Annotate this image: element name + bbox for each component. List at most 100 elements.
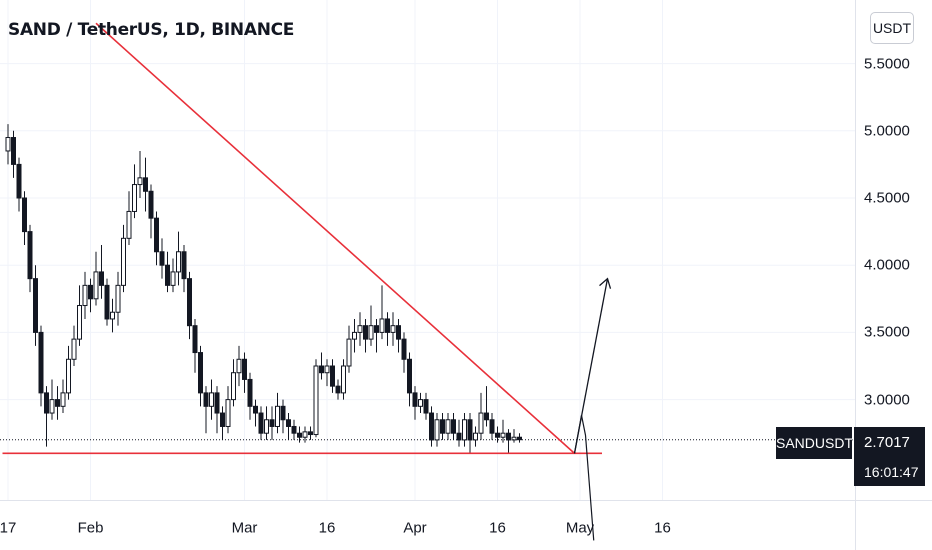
- symbol-badge: SANDUSDT: [776, 427, 853, 459]
- bearish-candle: [297, 432, 302, 438]
- bearish-candle: [159, 251, 165, 266]
- bearish-candle: [99, 271, 104, 286]
- time-tick-label: 16: [318, 519, 336, 537]
- bullish-candle: [390, 325, 396, 333]
- bearish-candle: [308, 431, 313, 436]
- bearish-candle: [489, 419, 495, 434]
- bullish-candle: [346, 338, 352, 367]
- bearish-candle: [253, 405, 258, 414]
- bearish-candle: [220, 412, 225, 427]
- price-tick-label: 4.5000: [864, 189, 910, 207]
- bearish-candle: [203, 392, 209, 407]
- bearish-candle: [148, 190, 154, 219]
- bullish-candle: [434, 419, 440, 441]
- bearish-candle: [38, 331, 44, 394]
- bullish-candle: [352, 331, 357, 340]
- bullish-candle: [121, 237, 126, 286]
- price-tick-label: 3.0000: [864, 391, 910, 409]
- projection-arrowhead: [599, 277, 612, 289]
- bearish-candle: [423, 399, 429, 414]
- time-tick-label: 17: [0, 519, 17, 537]
- bullish-candle: [324, 365, 330, 374]
- bearish-candle: [16, 163, 22, 199]
- bullish-candle: [49, 399, 55, 414]
- bearish-candle: [429, 412, 434, 441]
- bearish-candle: [335, 385, 341, 394]
- bullish-candle: [313, 365, 319, 436]
- bearish-candle: [495, 432, 500, 438]
- bearish-candle: [451, 419, 456, 434]
- bearish-candle: [154, 217, 159, 253]
- bullish-candle: [445, 419, 451, 434]
- last-price-badge: 2.7017: [854, 427, 925, 459]
- bullish-candle: [275, 405, 280, 427]
- bearish-candle: [467, 419, 473, 441]
- bullish-candle: [418, 399, 423, 407]
- bearish-candle: [55, 399, 60, 407]
- bearish-candle: [88, 284, 93, 300]
- bullish-candle: [302, 431, 308, 438]
- bearish-candle: [280, 405, 286, 421]
- bearish-candle: [44, 392, 49, 414]
- bearish-candle: [374, 325, 379, 333]
- bearish-candle: [198, 352, 203, 394]
- bearish-candle: [407, 358, 412, 394]
- bearish-candle: [192, 325, 198, 354]
- bullish-candle: [170, 271, 176, 286]
- bullish-candle: [137, 177, 143, 186]
- bar-countdown-badge: 16:01:47: [854, 459, 925, 486]
- bearish-candle: [104, 284, 110, 320]
- bullish-candle: [225, 399, 231, 427]
- bullish-candle: [110, 311, 115, 320]
- bullish-candle: [60, 392, 66, 407]
- bearish-candle: [330, 365, 335, 387]
- resistance-trendline: [95, 22, 576, 454]
- bearish-candle: [363, 325, 368, 340]
- time-tick-label: Apr: [403, 519, 427, 537]
- price-tick-label: 5.5000: [864, 55, 910, 73]
- time-tick-label: 16: [654, 519, 671, 537]
- currency-button[interactable]: USDT: [870, 12, 914, 44]
- bearish-candle: [258, 412, 264, 434]
- bullish-candle: [126, 210, 132, 239]
- candles-group: [5, 124, 522, 454]
- price-tick-label: 4.0000: [864, 256, 910, 274]
- time-tick-label: Feb: [77, 519, 104, 537]
- bearish-candle: [242, 358, 247, 380]
- bullish-candle: [66, 358, 71, 394]
- bearish-candle: [385, 318, 390, 333]
- bearish-candle: [506, 432, 511, 441]
- bearish-candle: [269, 419, 275, 427]
- drawing-overlays: [0, 22, 855, 541]
- bearish-candle: [456, 432, 462, 441]
- price-tick-label: 5.0000: [864, 122, 910, 140]
- bullish-candle: [115, 284, 121, 313]
- bullish-candle: [236, 358, 242, 374]
- bullish-candle: [209, 392, 214, 407]
- time-tick-label: Mar: [231, 519, 258, 537]
- bearish-candle: [440, 419, 445, 434]
- price-tick-label: 3.5000: [864, 323, 910, 341]
- bearish-candle: [143, 177, 148, 192]
- bullish-candle: [264, 419, 269, 434]
- bullish-candle: [379, 318, 385, 333]
- bearish-candle: [33, 278, 38, 333]
- bearish-candle: [11, 137, 16, 165]
- breakdown-arrow: [573, 415, 595, 541]
- bullish-candle: [341, 365, 346, 394]
- chart-title: SAND / TetherUS, 1D, BINANCE: [8, 20, 295, 40]
- bearish-candle: [412, 392, 418, 407]
- bearish-candle: [27, 231, 33, 280]
- bearish-candle: [247, 378, 253, 407]
- bearish-candle: [181, 251, 187, 280]
- bullish-candle: [132, 184, 137, 212]
- bullish-candle: [357, 325, 363, 333]
- bullish-candle: [71, 338, 77, 360]
- bearish-candle: [22, 197, 27, 233]
- bullish-candle: [368, 325, 374, 340]
- bearish-candle: [396, 325, 401, 340]
- bullish-candle: [473, 432, 478, 441]
- bullish-candle: [462, 419, 467, 441]
